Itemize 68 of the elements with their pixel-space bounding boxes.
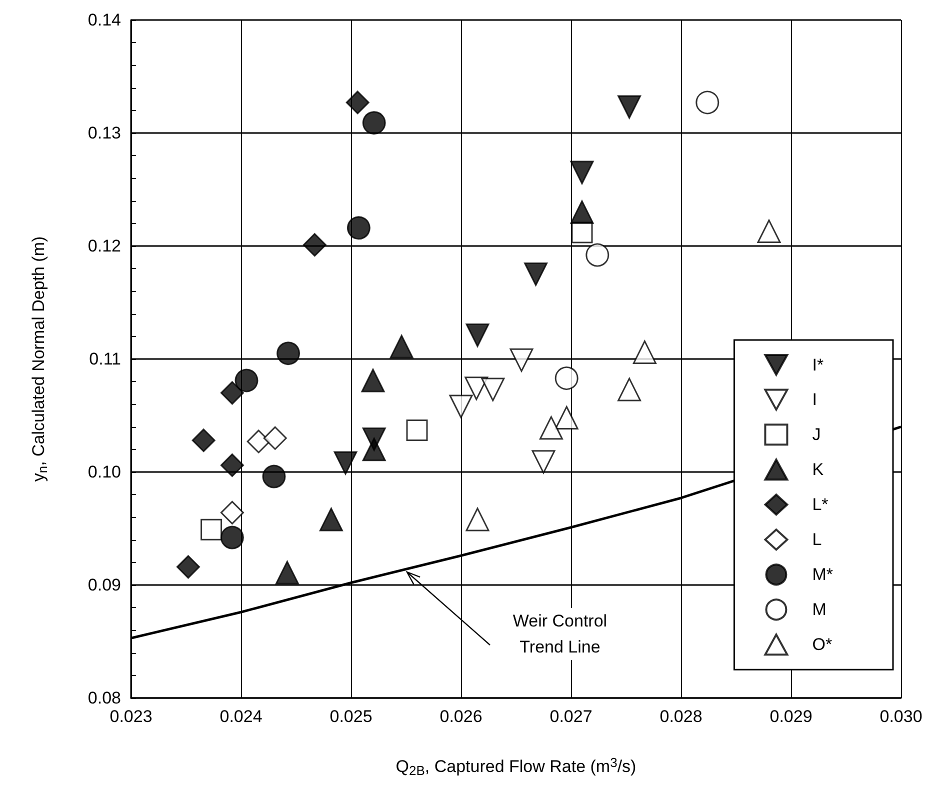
point: [234, 368, 258, 392]
point: [524, 262, 548, 286]
y-tick-label: 0.11: [89, 350, 121, 368]
point: [481, 378, 505, 402]
point: [362, 111, 386, 135]
legend-label: L: [812, 530, 822, 550]
point: [246, 430, 270, 454]
point: [554, 406, 578, 430]
point: [263, 426, 287, 450]
point: [176, 555, 200, 579]
point: [586, 243, 610, 267]
point: [696, 90, 720, 114]
y-axis-title: yn, Calculated Normal Depth (m): [29, 236, 50, 482]
x-tick-label: 0.024: [220, 707, 262, 726]
legend-label: I: [812, 390, 817, 410]
legend-label: I*: [812, 355, 824, 374]
point: [220, 500, 244, 524]
y-tick-label: 0.10: [88, 462, 121, 482]
y-tick-label: 0.08: [88, 688, 121, 708]
point: [200, 518, 222, 540]
y-tick-label: 0.12: [88, 236, 121, 256]
point: [362, 438, 386, 462]
annotation: Weir Control Trend Line: [512, 612, 608, 656]
legend-label: L*: [812, 495, 829, 514]
point: [466, 324, 490, 348]
x-tick-label: 0.028: [660, 707, 702, 726]
point: [390, 334, 414, 358]
y-tick-label: 0.09: [88, 576, 121, 594]
y-tick-label: 0.14: [88, 10, 121, 30]
x-tick-label: 0.026: [440, 707, 482, 726]
point: [632, 340, 656, 364]
point: [220, 526, 244, 550]
point: [539, 416, 563, 440]
point: [346, 216, 370, 240]
legend-label: M: [812, 600, 826, 620]
point: [510, 348, 534, 372]
legend-label: K: [812, 460, 824, 480]
point: [276, 342, 300, 366]
point: [334, 451, 358, 475]
point: [262, 464, 286, 488]
point: [464, 376, 488, 400]
point: [570, 160, 594, 184]
point: [618, 378, 642, 402]
point: [406, 419, 428, 441]
point: [554, 366, 578, 390]
point: [757, 220, 781, 244]
x-tick-label: 0.030: [880, 707, 922, 726]
point: [532, 450, 556, 474]
legend-label: J: [812, 425, 821, 444]
x-tick-label: 0.023: [110, 707, 152, 726]
point: [346, 90, 370, 114]
point: [302, 233, 326, 257]
point: [570, 200, 594, 224]
point: [275, 560, 299, 584]
point: [466, 508, 490, 532]
legend-label: O*: [812, 635, 832, 654]
point: [618, 95, 642, 119]
y-tick-label: 0.13: [88, 124, 121, 142]
point: [361, 368, 385, 392]
point: [449, 394, 473, 418]
point: [192, 428, 216, 452]
x-tick-label: 0.029: [770, 707, 812, 726]
legend-label: M*: [812, 565, 834, 584]
x-tick-label: 0.025: [330, 707, 372, 726]
point: [319, 508, 343, 532]
x-tick-label: 0.027: [550, 707, 592, 726]
point: [220, 453, 244, 477]
point: [220, 381, 244, 405]
